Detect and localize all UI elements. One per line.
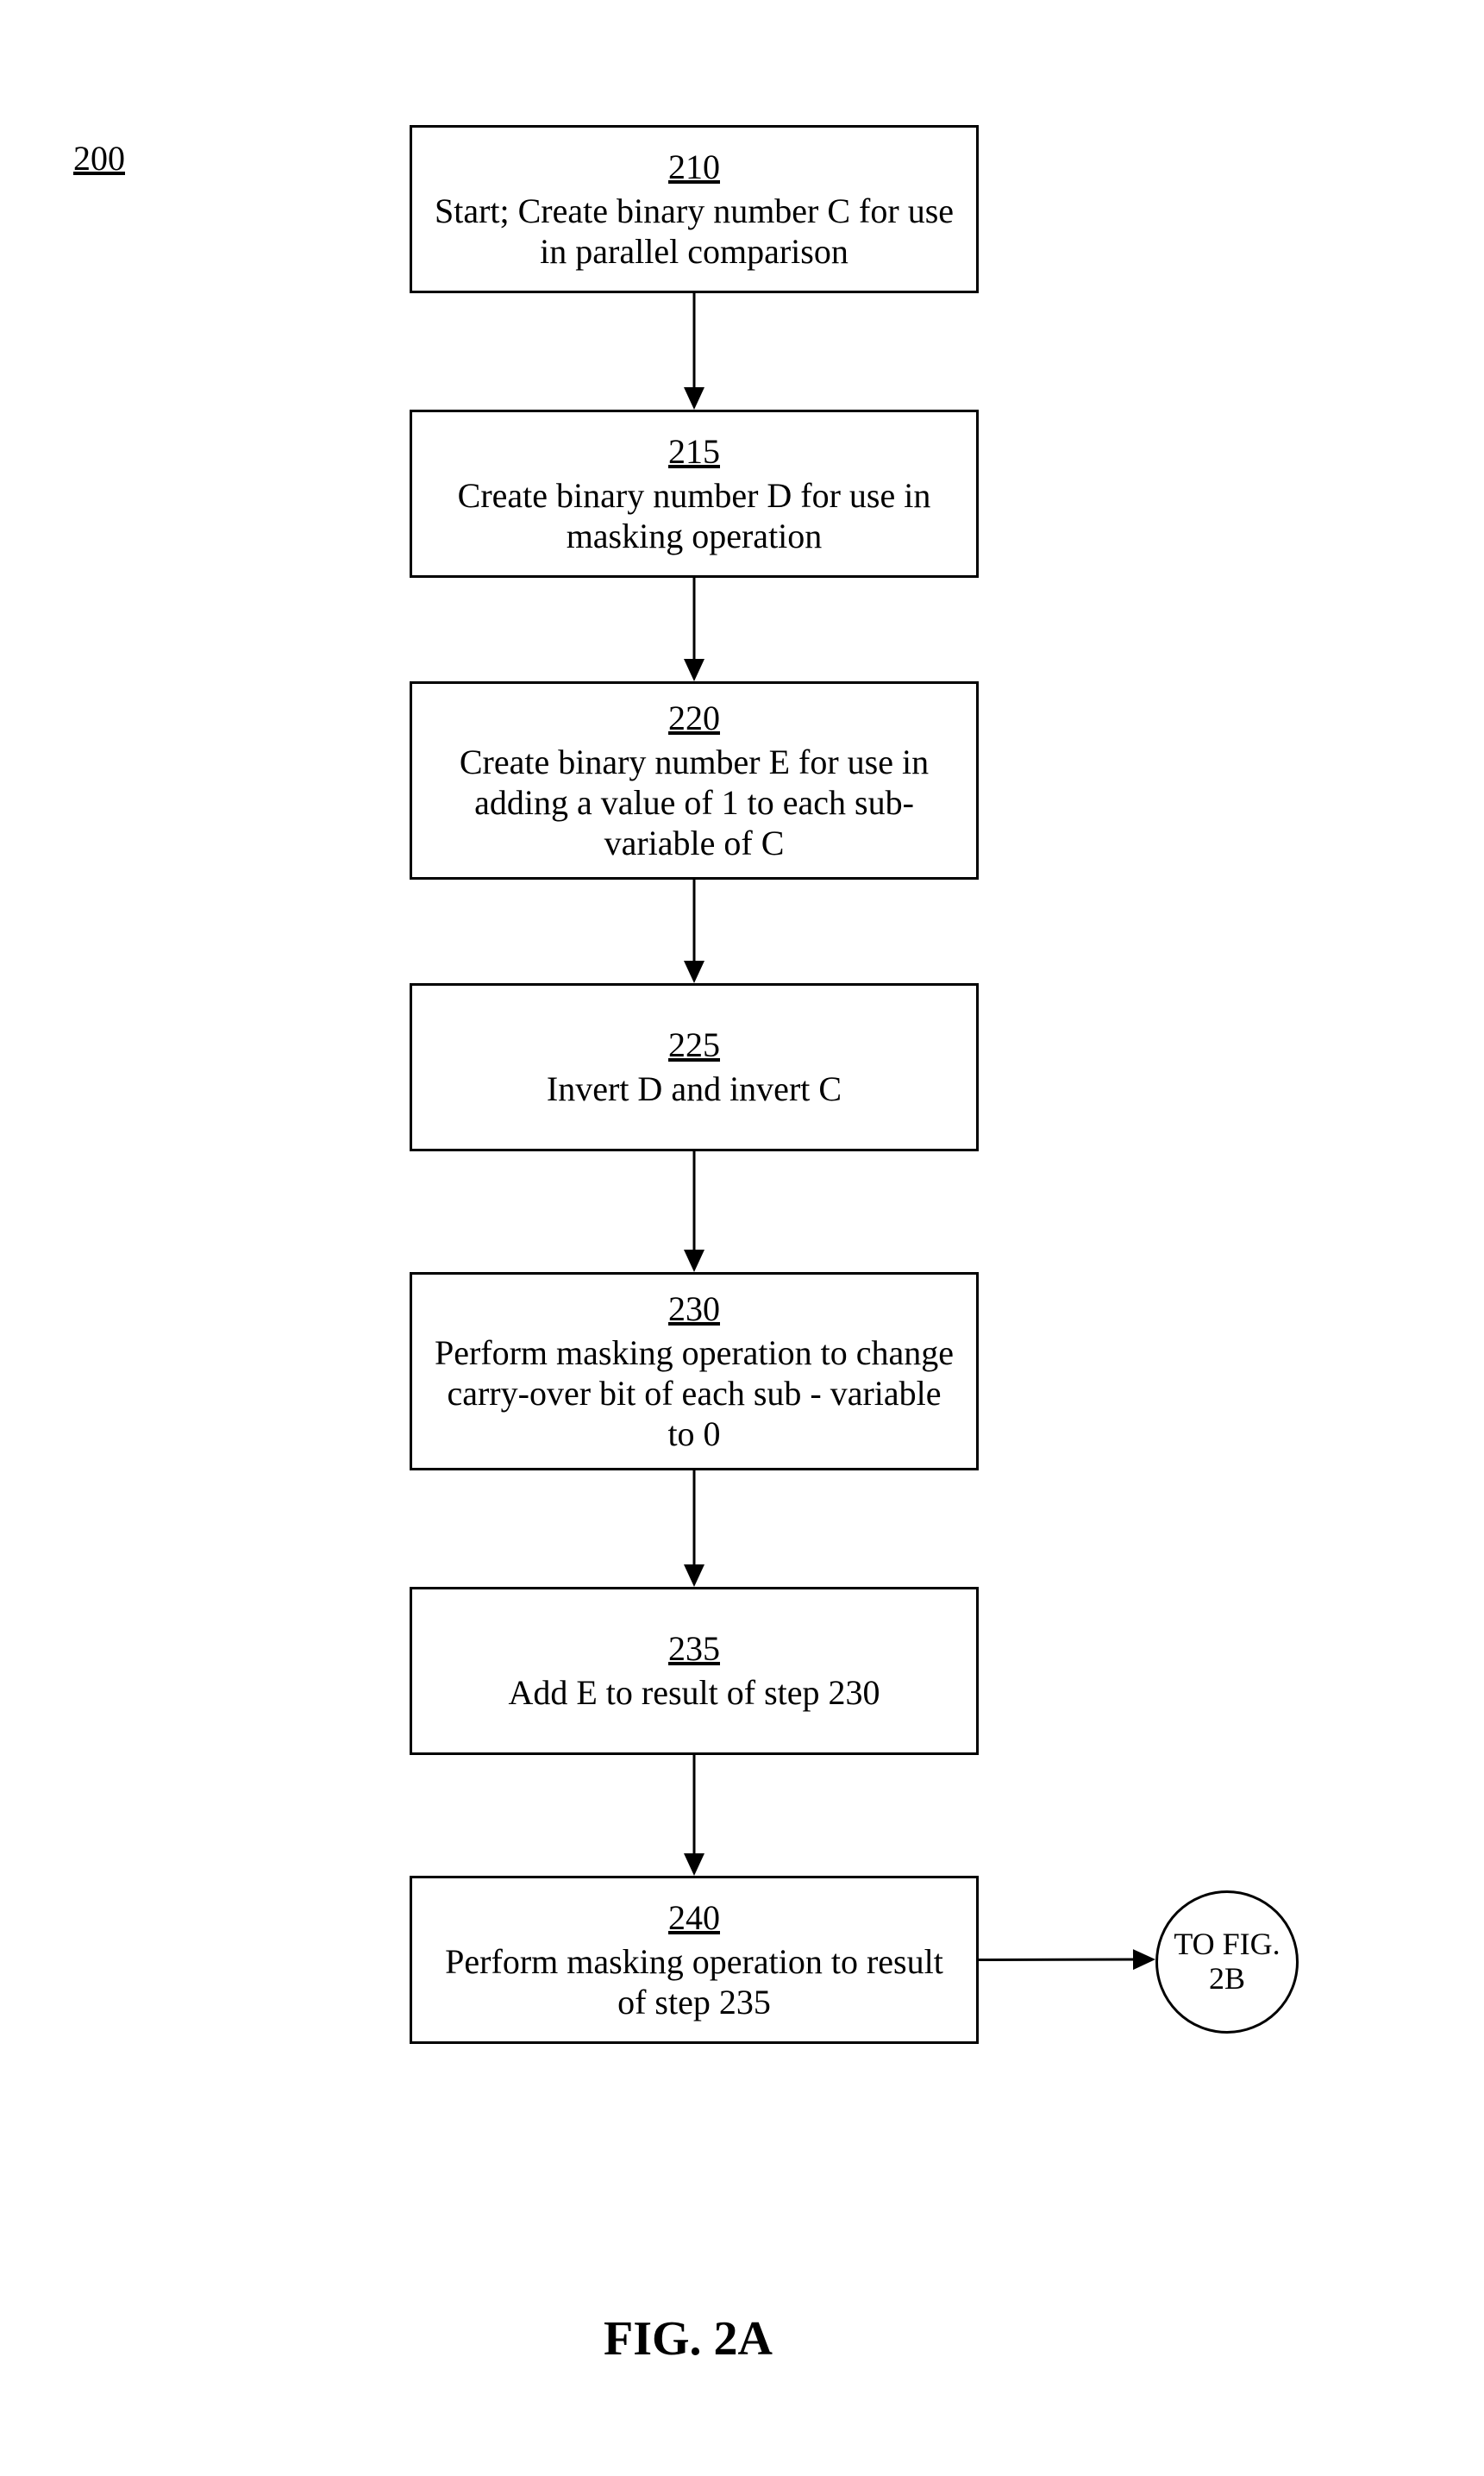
figure-caption-text: FIG. 2A [604,2312,773,2366]
figure-caption: FIG. 2A [604,2311,773,2366]
arrow-layer [0,0,1484,2476]
